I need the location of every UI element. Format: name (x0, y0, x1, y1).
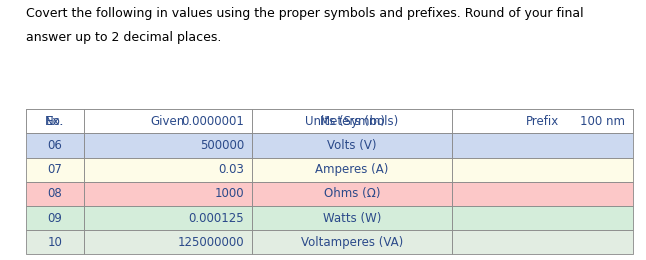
Bar (26, 109, 84, 133)
Bar (84, 109, 252, 133)
Text: 10: 10 (47, 236, 63, 249)
Bar (252, 109, 452, 133)
Bar (452, 158, 633, 182)
Bar (26, 133, 84, 158)
Text: Prefix: Prefix (526, 115, 559, 128)
Text: Amperes (A): Amperes (A) (315, 163, 389, 176)
Text: answer up to 2 decimal places.: answer up to 2 decimal places. (26, 31, 221, 44)
Text: Covert the following in values using the proper symbols and prefixes. Round of y: Covert the following in values using the… (26, 6, 583, 20)
Bar (252, 158, 452, 182)
Bar (26, 230, 84, 254)
Text: 100 nm: 100 nm (580, 115, 625, 128)
Text: Meters (m): Meters (m) (320, 115, 384, 128)
Bar (252, 182, 452, 206)
Text: Ohms (Ω): Ohms (Ω) (324, 187, 380, 200)
Text: 1000: 1000 (214, 187, 244, 200)
Text: 09: 09 (47, 212, 63, 225)
Bar (84, 230, 252, 254)
Text: Voltamperes (VA): Voltamperes (VA) (301, 236, 403, 249)
Text: Units (Symbols): Units (Symbols) (306, 115, 399, 128)
Bar (84, 133, 252, 158)
Text: Ex.: Ex. (46, 115, 64, 128)
Text: Watts (W): Watts (W) (323, 212, 381, 225)
Text: 0.000125: 0.000125 (189, 212, 244, 225)
Bar (252, 109, 452, 133)
Text: 0.03: 0.03 (218, 163, 244, 176)
Bar (452, 109, 633, 133)
Bar (84, 158, 252, 182)
Bar (26, 206, 84, 230)
Text: No.: No. (45, 115, 65, 128)
Bar (452, 182, 633, 206)
Bar (252, 206, 452, 230)
Bar (252, 133, 452, 158)
Bar (252, 230, 452, 254)
Bar (26, 158, 84, 182)
Bar (452, 133, 633, 158)
Bar (84, 182, 252, 206)
Bar (26, 109, 84, 133)
Bar (452, 206, 633, 230)
Text: 08: 08 (48, 187, 62, 200)
Text: 07: 07 (47, 163, 63, 176)
Bar (452, 109, 633, 133)
Text: 06: 06 (47, 139, 63, 152)
Bar (26, 182, 84, 206)
Text: 500000: 500000 (200, 139, 244, 152)
Text: Volts (V): Volts (V) (328, 139, 377, 152)
Bar (84, 206, 252, 230)
Bar (84, 109, 252, 133)
Bar (452, 230, 633, 254)
Text: Given: Given (151, 115, 185, 128)
Text: 125000000: 125000000 (178, 236, 244, 249)
Text: 0.0000001: 0.0000001 (182, 115, 244, 128)
